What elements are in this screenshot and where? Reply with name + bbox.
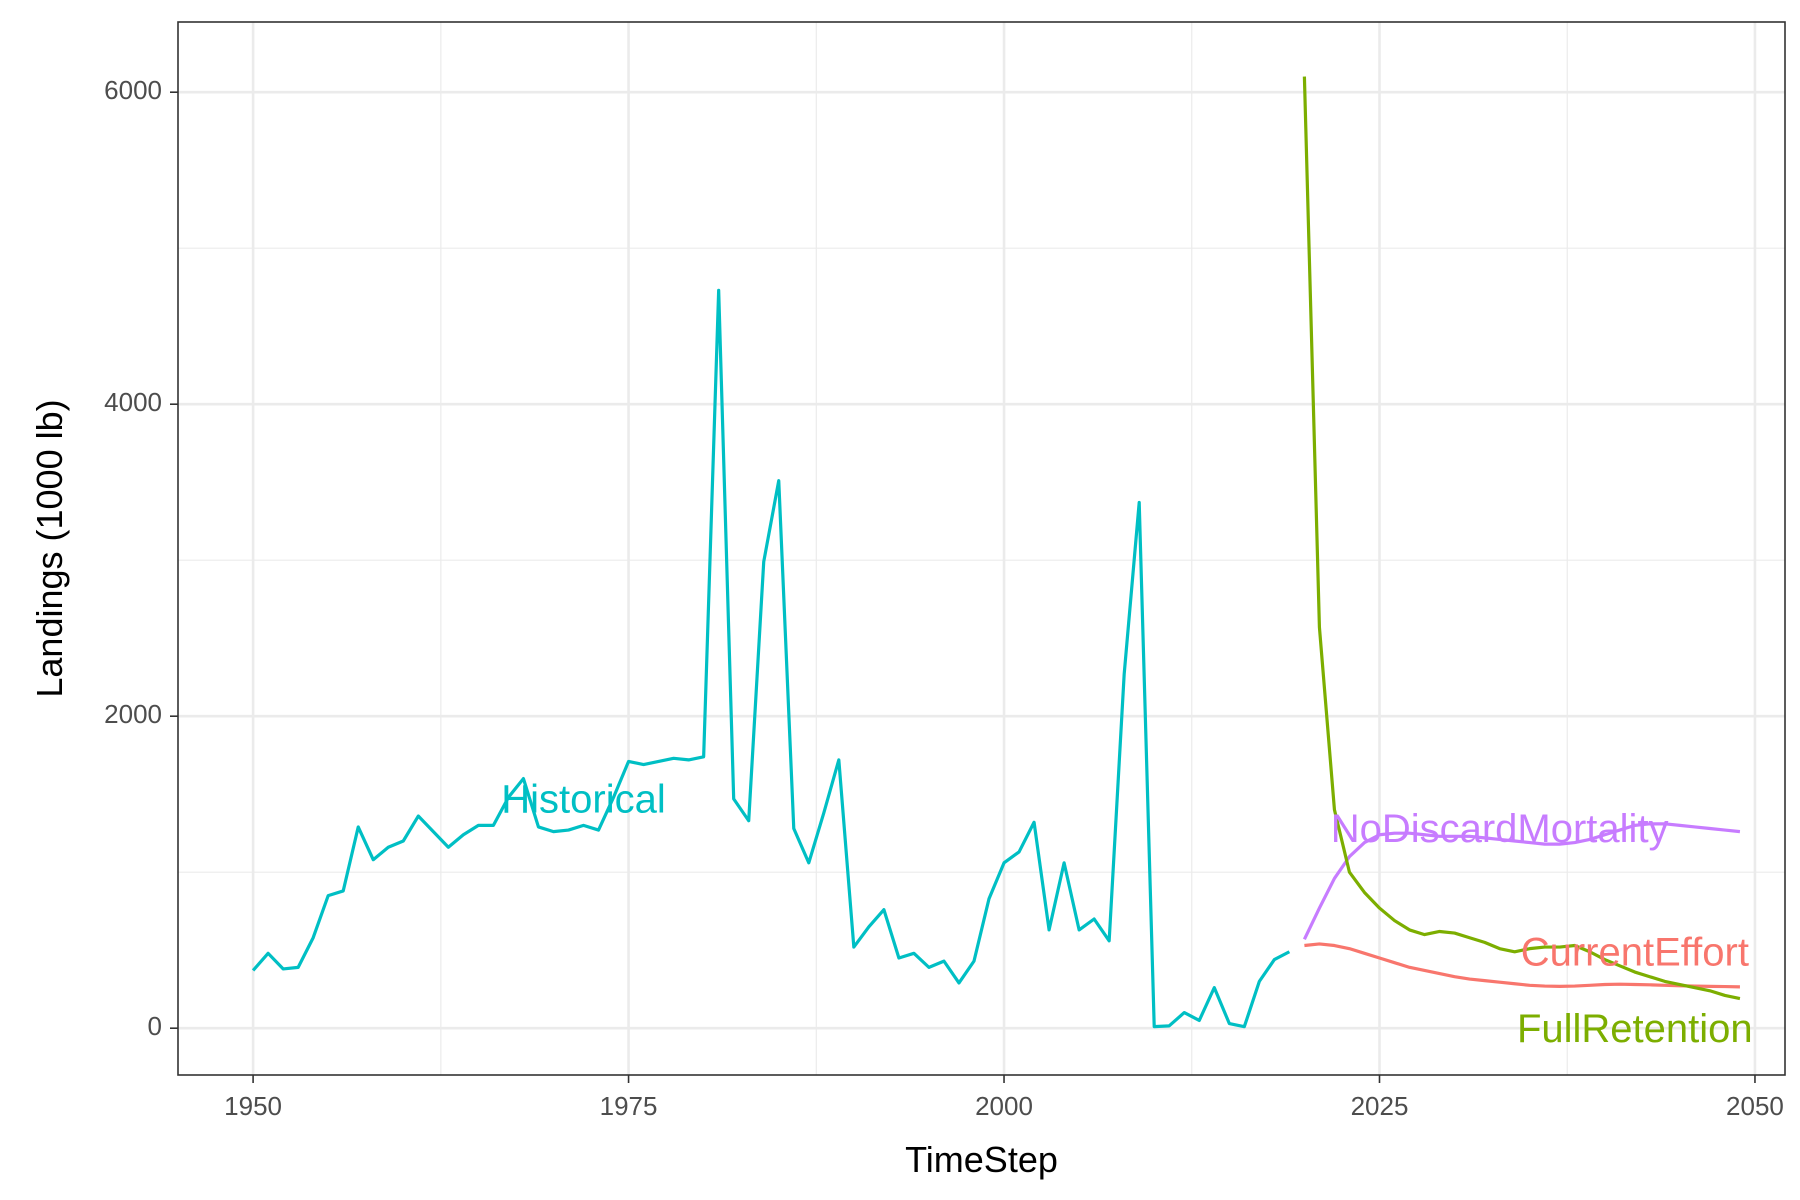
series-line-Historical	[251, 288, 1291, 1029]
major-gridlines	[178, 22, 1785, 1075]
minor-gridlines	[178, 22, 1785, 1075]
x-tick-label: 2050	[1726, 1091, 1784, 1121]
series-label-FullRetention: FullRetention	[1517, 1007, 1753, 1051]
x-tick-label: 1950	[224, 1091, 282, 1121]
series-labels: Historical NoDiscardMortality CurrentEffor…	[501, 778, 1752, 1051]
y-axis: 0 2000 4000 6000	[104, 75, 178, 1041]
x-axis: 1950 1975 2000 2025 2050	[224, 1075, 1784, 1121]
series-label-Historical: Historical	[501, 778, 665, 822]
series-label-CurrentEffort: CurrentEffort	[1521, 930, 1749, 974]
series-lines	[251, 76, 1741, 1029]
series-label-NoDiscardMortality: NoDiscardMortality	[1331, 807, 1669, 851]
y-tick-label: 4000	[104, 387, 162, 417]
y-tick-label: 0	[148, 1011, 162, 1041]
y-axis-title: Landings (1000 lb)	[29, 399, 70, 697]
x-tick-label: 2000	[975, 1091, 1033, 1121]
plot-panel-border	[177, 21, 1786, 1076]
x-tick-label: 2025	[1351, 1091, 1409, 1121]
series-line-CurrentEffort	[1304, 942, 1740, 989]
y-tick-label: 6000	[104, 75, 162, 105]
x-tick-label: 1975	[600, 1091, 658, 1121]
series-line-FullRetention	[1302, 76, 1741, 1001]
x-axis-title: TimeStep	[905, 1139, 1058, 1180]
y-tick-label: 2000	[104, 699, 162, 729]
series-line-NoDiscardMortality	[1302, 822, 1741, 940]
